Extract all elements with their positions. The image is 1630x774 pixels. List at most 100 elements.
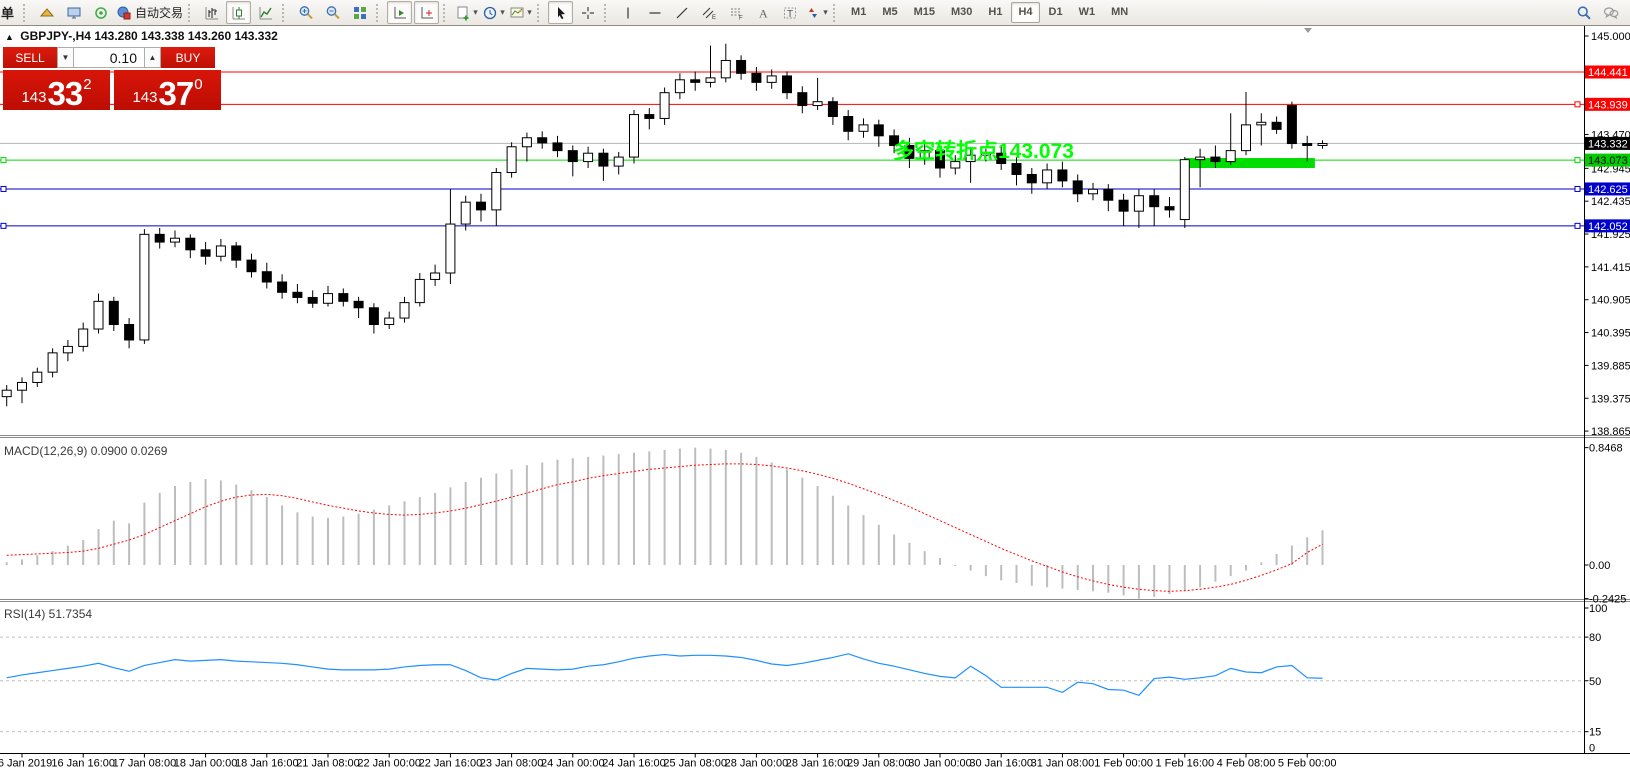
candle-body	[185, 237, 196, 251]
add-indicator-icon[interactable]: ▾	[454, 1, 479, 24]
pivot-highlight-rect[interactable]	[1184, 158, 1315, 169]
periods-dropdown[interactable]: ▾	[500, 7, 505, 17]
autotrade-button[interactable]: 自动交易	[115, 1, 184, 24]
time-axis-label: 1 Feb 16:00	[1155, 758, 1214, 770]
sell-price-button[interactable]: 143 33 2	[3, 70, 110, 110]
macd-axis-label: 0.8468	[1589, 443, 1623, 455]
collapse-arrow-icon[interactable]: ▲	[5, 32, 14, 42]
rsi-axis-label: 0	[1589, 743, 1595, 755]
tf-button-H1[interactable]: H1	[988, 6, 1003, 18]
lot-increase-button[interactable]: ▲	[144, 47, 161, 68]
zoom-in-icon[interactable]	[293, 1, 318, 24]
toolbar-grip	[537, 3, 543, 22]
tf-button-D1[interactable]: D1	[1048, 6, 1063, 18]
sell-price-big: 33	[47, 75, 83, 112]
macd-bar	[525, 465, 528, 565]
bar-chart-icon[interactable]	[199, 1, 224, 24]
candle-body	[965, 154, 976, 163]
text-icon[interactable]: A	[750, 1, 775, 24]
candle-body	[1057, 169, 1068, 182]
candle-body	[154, 233, 165, 243]
market-watch-icon[interactable]	[34, 1, 59, 24]
candle-body	[904, 144, 915, 159]
signals-icon[interactable]	[88, 1, 113, 24]
equidistant-channel-icon[interactable]: E	[696, 1, 721, 24]
fibonacci-icon[interactable]: F	[723, 1, 748, 24]
zoom-out-icon[interactable]	[320, 1, 345, 24]
candle-body	[17, 381, 27, 391]
tf-button-M15[interactable]: M15	[913, 6, 935, 18]
search-icon[interactable]	[1571, 1, 1596, 24]
macd-bar	[939, 558, 941, 565]
candle-body	[1210, 156, 1221, 163]
template-icon[interactable]: ▾	[508, 1, 533, 24]
macd-bar	[1290, 545, 1293, 565]
vertical-line-icon[interactable]	[615, 1, 640, 24]
svg-text:A: A	[759, 6, 768, 20]
candle-body	[460, 201, 471, 225]
macd-bar	[1245, 565, 1247, 571]
auto-scroll-icon[interactable]	[387, 1, 413, 24]
tf-button-M30[interactable]: M30	[951, 6, 973, 18]
arrows-icon[interactable]: ▾	[804, 1, 829, 24]
chat-icon[interactable]	[1598, 1, 1623, 24]
tf-button-MN[interactable]: MN	[1111, 6, 1129, 18]
add-indicator-dropdown[interactable]: ▾	[473, 7, 478, 17]
candle-body	[1026, 173, 1037, 184]
horizontal-line-icon[interactable]	[642, 1, 667, 24]
time-axis-label: 1 Feb 00:00	[1094, 758, 1153, 770]
time-axis-label: 16 Jan 2019	[0, 758, 52, 770]
time-axis-label: 16 Jan 16:00	[51, 758, 115, 770]
tf-button-H4[interactable]: H4	[1011, 2, 1040, 23]
candle-body	[170, 237, 180, 243]
periods-icon[interactable]: ▾	[481, 1, 506, 24]
macd-bar	[1321, 530, 1324, 565]
lot-decrease-button[interactable]: ▼	[57, 47, 74, 68]
macd-bar	[296, 512, 299, 565]
chart-frame	[0, 25, 1630, 754]
pivot-annotation-text[interactable]: 多空转折点143.073	[893, 140, 1074, 163]
price-badge	[1585, 219, 1630, 233]
candle-body	[751, 72, 762, 83]
new-order-button[interactable]: 单	[1, 6, 15, 21]
candle-body	[1118, 199, 1129, 212]
crosshair-icon[interactable]	[575, 1, 600, 24]
price-badge-label: 142.625	[1588, 184, 1628, 196]
arrows-dropdown[interactable]: ▾	[823, 7, 828, 17]
macd-bar	[1000, 565, 1003, 581]
candle-body	[644, 114, 655, 119]
time-axis-label: 17 Jan 08:00	[113, 758, 177, 770]
macd-bar	[816, 485, 819, 565]
candle-body	[200, 249, 211, 257]
virtual-hosting-icon[interactable]	[61, 1, 86, 24]
buy-button[interactable]: BUY	[161, 47, 215, 68]
tf-button-M5[interactable]: M5	[882, 6, 898, 18]
macd-bar	[480, 477, 482, 565]
toolbar-grip	[188, 3, 194, 22]
macd-bar	[541, 462, 544, 565]
trendline-icon[interactable]	[669, 1, 694, 24]
macd-bar	[174, 485, 176, 565]
sell-button[interactable]: SELL	[3, 47, 57, 68]
line-chart-icon[interactable]	[253, 1, 278, 24]
template-dropdown[interactable]: ▾	[527, 7, 532, 17]
text-label-icon[interactable]: T	[777, 1, 802, 24]
buy-price-button[interactable]: 143 37 0	[114, 70, 221, 110]
candle-body	[827, 101, 838, 118]
candle-body	[552, 142, 563, 152]
price-tick-label: 138.865	[1591, 426, 1630, 438]
toolbar-grip	[376, 3, 382, 22]
cursor-icon[interactable]	[548, 1, 574, 24]
candlestick-chart-icon[interactable]	[226, 1, 252, 24]
chart-shift-icon[interactable]: ś	[414, 1, 440, 24]
price-tick-label: 140.905	[1591, 295, 1630, 307]
macd-bar	[464, 481, 467, 565]
tf-button-W1[interactable]: W1	[1078, 6, 1096, 18]
tf-button-M1[interactable]: M1	[851, 6, 867, 18]
macd-bar	[1030, 565, 1033, 586]
tile-windows-icon[interactable]	[347, 1, 372, 24]
candle-body	[1241, 124, 1251, 152]
lot-size-input[interactable]	[74, 47, 144, 68]
candle-body	[1225, 150, 1236, 163]
